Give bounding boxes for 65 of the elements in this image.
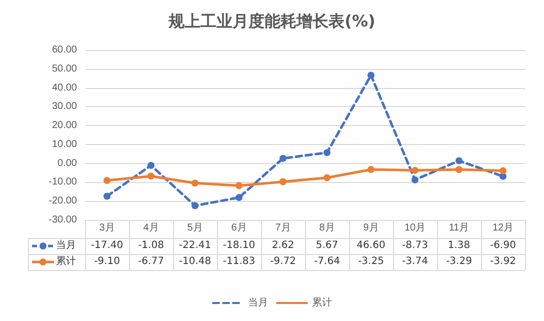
data-label: -9.72	[269, 255, 297, 269]
point	[192, 180, 198, 187]
point	[280, 154, 286, 162]
point	[236, 182, 242, 190]
point	[280, 178, 286, 186]
data-label: 5.67	[314, 239, 340, 253]
data-label: -18.10	[222, 239, 256, 253]
data-label: -1.08	[137, 239, 165, 253]
point	[236, 194, 242, 202]
data-label: -6.90	[489, 239, 517, 253]
data-label: -3.25	[357, 255, 385, 269]
point	[104, 177, 110, 184]
point	[192, 202, 198, 210]
chart-title: 规上工业月度能耗增长表(%)	[168, 12, 376, 30]
point	[368, 72, 374, 79]
y-tick-label: 60.00	[52, 44, 78, 56]
y-tick-label: 40.00	[52, 82, 78, 94]
data-label: -6.77	[137, 255, 165, 269]
legend-label: 当月	[56, 238, 76, 253]
data-label: -17.40	[90, 239, 124, 253]
point	[500, 167, 506, 174]
x-tick-label: 6月	[231, 222, 247, 234]
data-label: -22.41	[178, 239, 212, 253]
data-label: 1.38	[446, 239, 472, 253]
x-tick-label: 10月	[404, 222, 426, 234]
x-tick-label: 7月	[275, 222, 291, 234]
point	[456, 166, 462, 174]
data-label: -8.73	[401, 239, 429, 253]
point	[148, 162, 154, 169]
x-tick-label: 8月	[319, 222, 335, 234]
y-tick-label: 30.00	[52, 101, 78, 112]
data-label: 46.60	[356, 239, 386, 253]
x-tick-label: 11月	[448, 222, 470, 234]
data-label: 2.62	[270, 239, 296, 253]
point	[148, 172, 154, 180]
y-tick-label: -20.00	[48, 196, 78, 207]
y-tick-label: 0.00	[58, 158, 78, 169]
point	[324, 149, 330, 156]
point	[324, 174, 330, 182]
point	[104, 192, 110, 200]
data-label: -10.48	[178, 255, 212, 269]
data-label: -7.64	[313, 255, 341, 269]
x-tick-label: 3月	[99, 222, 115, 234]
point	[500, 172, 506, 180]
x-tick-label: 4月	[143, 222, 159, 234]
legend-label: 累计	[56, 254, 76, 269]
point	[412, 166, 418, 174]
point	[368, 166, 374, 173]
y-tick-label: 10.00	[52, 138, 78, 150]
x-tick-label: 12月	[492, 222, 514, 234]
data-label: -3.92	[489, 255, 517, 269]
data-label: -3.74	[401, 255, 429, 269]
y-tick-label: -10.00	[48, 176, 78, 188]
x-tick-label: 5月	[187, 222, 203, 234]
data-label: -3.29	[445, 255, 473, 269]
y-tick-label: -30.00	[48, 214, 78, 226]
data-label: -9.10	[93, 255, 121, 269]
text: 累计	[312, 298, 332, 308]
point	[412, 176, 418, 184]
y-tick-label: 50.00	[52, 63, 78, 74]
text: 当月	[248, 298, 268, 308]
point	[456, 157, 462, 164]
data-label: -11.83	[222, 255, 256, 269]
y-tick-label: 20.00	[52, 120, 78, 132]
x-tick-label: 9月	[363, 222, 379, 234]
